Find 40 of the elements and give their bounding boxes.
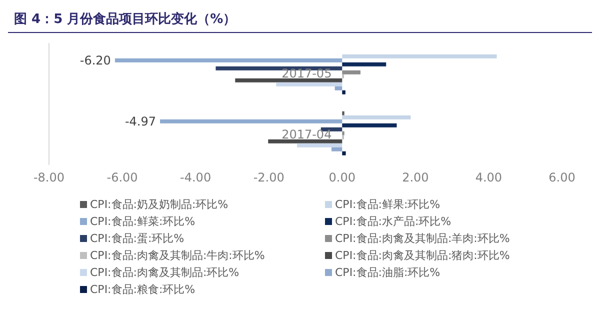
x-tick-label: 0.00 bbox=[328, 170, 356, 185]
data-label: -4.97 bbox=[124, 114, 156, 128]
legend-label: CPI:食品:肉禽及其制品:环比% bbox=[89, 265, 240, 280]
x-tick-label: 6.00 bbox=[548, 170, 576, 185]
legend-label: CPI:食品:鲜果:环比% bbox=[334, 197, 442, 212]
data-label: -6.20 bbox=[80, 53, 111, 68]
x-tick-label: -2.00 bbox=[253, 170, 284, 185]
legend-label: CPI:食品:粮食:环比% bbox=[89, 282, 196, 297]
x-tick-label: 2.00 bbox=[402, 170, 429, 185]
bar bbox=[160, 119, 342, 124]
y-tick-label: 2017-05 bbox=[282, 66, 332, 80]
legend-label: CPI:食品:油脂:环比% bbox=[334, 265, 442, 280]
bar bbox=[216, 66, 342, 70]
bar bbox=[342, 115, 411, 120]
chart-title: 图 4：5 月份食品项目环比变化（%） bbox=[8, 8, 592, 33]
legend-label: CPI:食品:水产品:环比% bbox=[334, 214, 452, 229]
y-tick-label: 2017-04 bbox=[282, 128, 332, 142]
legend-label: CPI:食品:蛋:环比% bbox=[89, 231, 186, 246]
bar bbox=[114, 58, 342, 62]
x-tick-label: 4.00 bbox=[475, 170, 502, 185]
bar bbox=[342, 90, 346, 94]
bar bbox=[342, 123, 397, 128]
bar bbox=[342, 54, 497, 58]
bar bbox=[342, 70, 360, 74]
bar bbox=[332, 147, 342, 152]
legend-label: CPI:食品:奶及奶制品:环比% bbox=[89, 197, 230, 212]
bar bbox=[297, 143, 342, 148]
legend-label: CPI:食品:肉禽及其制品:羊肉:环比% bbox=[334, 231, 511, 246]
x-tick-label: -6.00 bbox=[106, 170, 138, 185]
legend-label: CPI:食品:鲜菜:环比% bbox=[89, 214, 196, 229]
legend-label: CPI:食品:肉禽及其制品:牛肉:环比% bbox=[89, 248, 266, 263]
bar bbox=[268, 139, 342, 144]
bar bbox=[342, 151, 346, 156]
x-tick-label: -4.00 bbox=[180, 170, 212, 185]
bar bbox=[235, 78, 342, 82]
x-tick-label: -8.00 bbox=[33, 170, 65, 185]
bar bbox=[276, 82, 342, 86]
bar bbox=[334, 86, 342, 90]
bar bbox=[342, 62, 386, 66]
legend-label: CPI:食品:肉禽及其制品:猪肉:环比% bbox=[334, 248, 511, 263]
